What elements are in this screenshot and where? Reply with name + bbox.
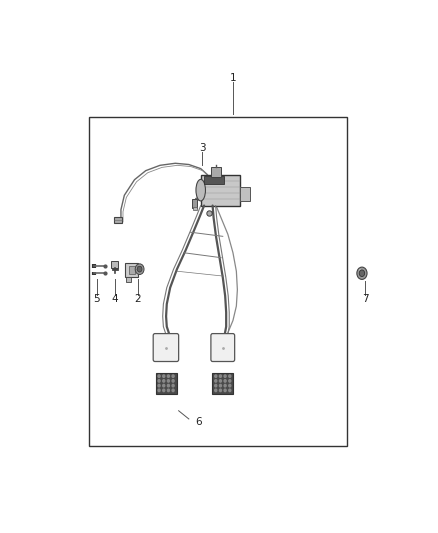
Circle shape (163, 379, 165, 382)
Circle shape (215, 384, 217, 387)
Bar (155, 373, 177, 394)
Circle shape (224, 384, 226, 387)
Text: 2: 2 (134, 294, 141, 304)
Circle shape (167, 389, 170, 392)
Bar (129, 266, 135, 274)
Circle shape (215, 379, 217, 382)
Bar (204, 176, 224, 184)
Bar (192, 199, 197, 208)
Circle shape (172, 375, 174, 377)
Circle shape (167, 379, 170, 382)
Circle shape (172, 384, 174, 387)
Text: 5: 5 (93, 294, 100, 304)
Bar (211, 166, 221, 177)
Circle shape (229, 379, 231, 382)
Circle shape (224, 389, 226, 392)
Circle shape (357, 267, 367, 279)
Circle shape (215, 375, 217, 377)
Circle shape (229, 389, 231, 392)
Circle shape (167, 384, 170, 387)
Circle shape (215, 389, 217, 392)
Bar (114, 217, 122, 223)
Circle shape (158, 389, 160, 392)
FancyBboxPatch shape (211, 334, 235, 361)
Text: 1: 1 (230, 74, 236, 83)
Bar (240, 187, 250, 201)
Bar (193, 207, 197, 210)
Text: 6: 6 (196, 417, 202, 427)
Text: 7: 7 (362, 294, 369, 304)
Circle shape (163, 384, 165, 387)
Circle shape (158, 375, 160, 377)
Circle shape (163, 375, 165, 377)
Circle shape (219, 379, 222, 382)
Circle shape (219, 389, 222, 392)
Circle shape (163, 389, 165, 392)
Circle shape (229, 375, 231, 377)
Bar (125, 263, 138, 277)
Bar (88, 117, 346, 446)
Circle shape (224, 379, 226, 382)
Circle shape (137, 266, 142, 272)
Circle shape (158, 384, 160, 387)
Circle shape (158, 379, 160, 382)
FancyBboxPatch shape (153, 334, 179, 361)
Text: 4: 4 (112, 294, 119, 304)
Circle shape (167, 375, 170, 377)
Circle shape (359, 270, 365, 277)
Circle shape (229, 384, 231, 387)
Ellipse shape (196, 180, 205, 201)
Bar (126, 277, 131, 282)
Bar (111, 261, 118, 268)
Text: 3: 3 (199, 143, 206, 153)
Circle shape (172, 389, 174, 392)
Circle shape (172, 379, 174, 382)
Bar (212, 373, 233, 394)
Circle shape (219, 375, 222, 377)
Circle shape (219, 384, 222, 387)
Circle shape (135, 264, 144, 274)
Bar (201, 175, 240, 206)
Circle shape (224, 375, 226, 377)
